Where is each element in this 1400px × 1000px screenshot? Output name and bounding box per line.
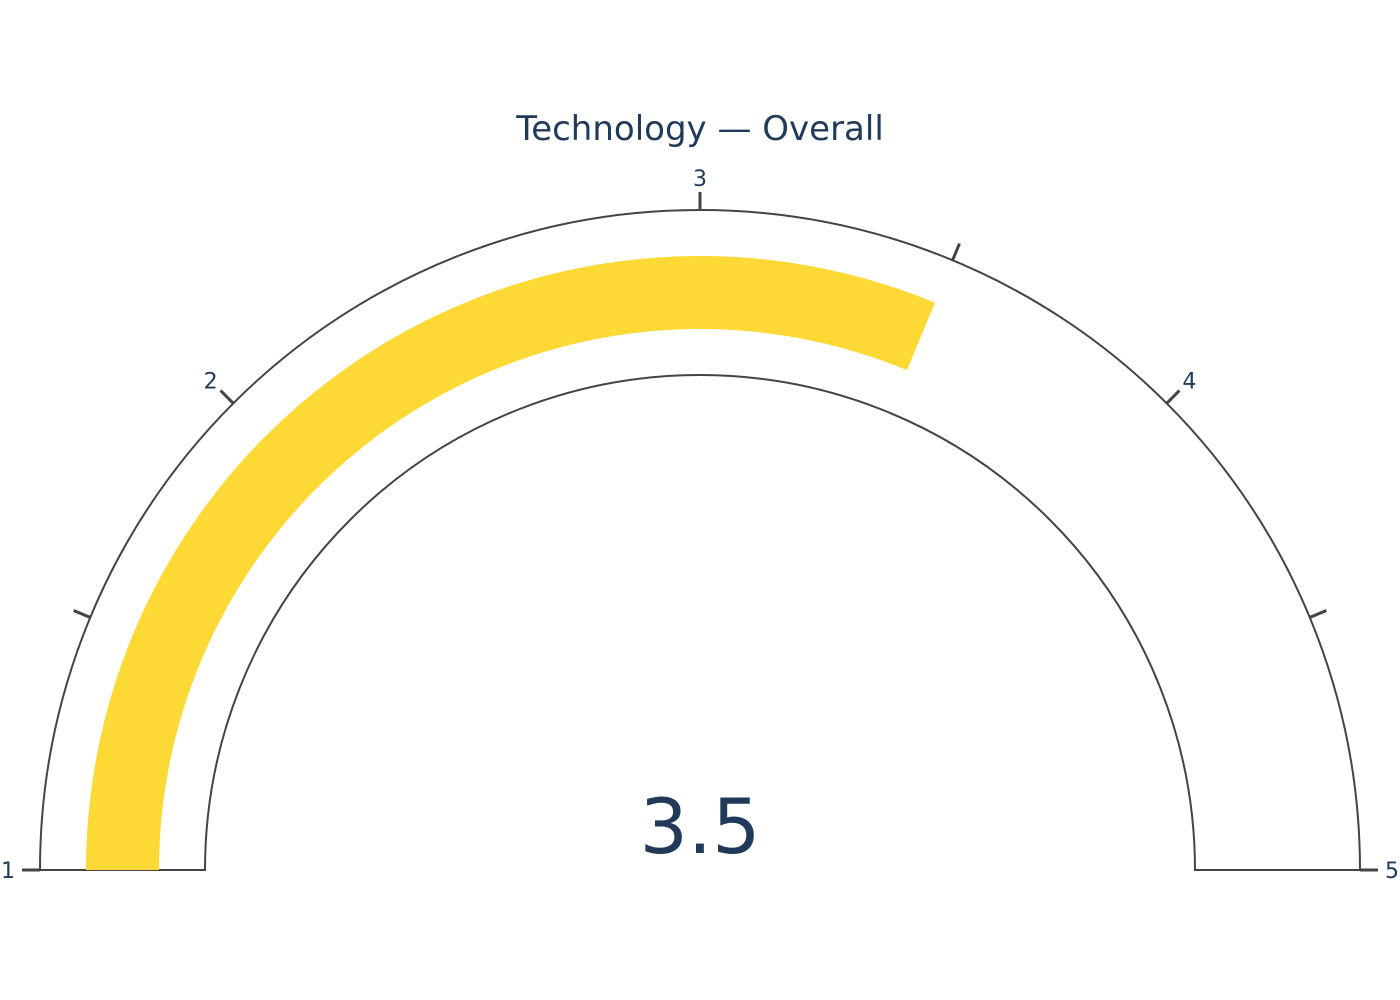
gauge-tick-label: 2 [204,370,218,395]
gauge-tick-label: 5 [1385,859,1399,884]
gauge-tick [1309,609,1327,619]
gauge-tick-label: 1 [1,859,15,884]
gauge-outline [38,209,1362,871]
gauge-tick [1165,389,1181,405]
gauge-tick-label: 3 [693,167,707,192]
gauge-value-number: 3.5 [640,782,761,871]
chart-title: Technology — Overall [515,109,884,149]
gauge-tick-label: 4 [1182,370,1196,395]
gauge-tick-labels: 1 2 3 4 5 [1,167,1399,884]
gauge-value-bar [86,256,935,870]
gauge-tick [219,389,235,405]
gauge-tick [951,243,961,261]
gauge-tick [73,609,91,619]
gauge-ticks [22,192,1378,872]
